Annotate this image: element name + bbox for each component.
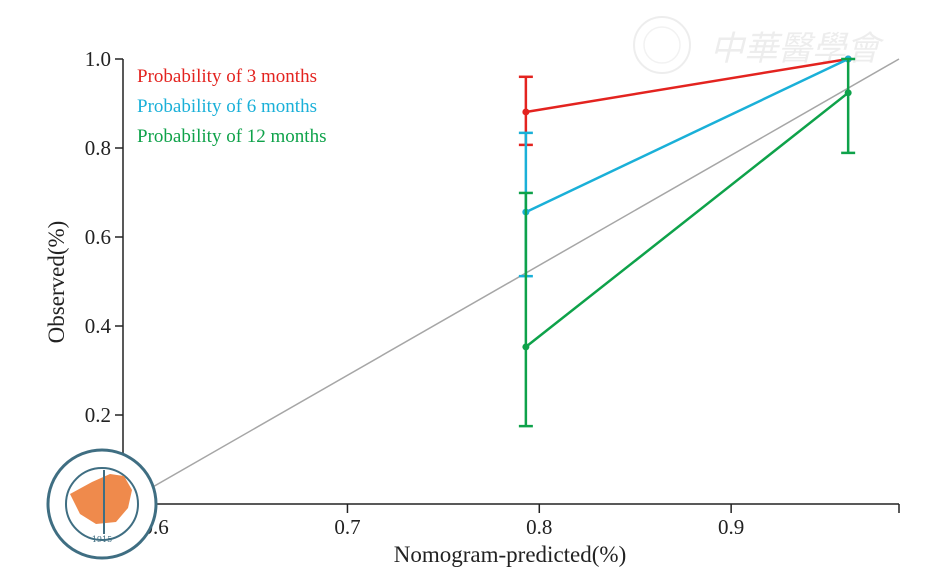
legend: Probability of 3 months Probability of 6 … [137,66,326,147]
legend-entry: Probability of 12 months [137,126,326,147]
svg-text:中華醫學會: 中華醫學會 [710,29,885,69]
chinese-medical-association-seal: 1915 [46,448,158,560]
series-3 [518,57,856,428]
axes: 0.60.70.80.90.00.20.40.60.81.0 [85,47,900,539]
series-line [525,57,849,114]
y-tick-label: 0.2 [85,403,111,427]
legend-entry: Probability of 6 months [137,96,317,117]
x-tick-label: 0.9 [718,515,744,539]
reference-line [122,58,900,505]
series-line [525,91,849,348]
series-group [518,55,856,428]
data-point [522,343,530,351]
diagonal-reference-line [122,58,900,505]
series-line [525,57,849,214]
watermark-logo: 中華醫學會 [633,16,885,74]
legend-entry: Probability of 3 months [137,66,317,87]
x-tick-label: 0.7 [334,515,360,539]
y-tick-label: 0.4 [85,314,112,338]
x-axis-label: Nomogram-predicted(%) [394,542,626,567]
data-point [522,108,530,116]
series-2 [518,55,852,278]
data-point [844,89,852,97]
y-tick-label: 0.8 [85,136,111,160]
x-tick-label: 0.8 [526,515,552,539]
y-tick-label: 0.6 [85,225,111,249]
y-axis-label: Observed(%) [44,221,69,344]
y-tick-label: 1.0 [85,47,111,71]
svg-text:1915: 1915 [92,535,112,544]
